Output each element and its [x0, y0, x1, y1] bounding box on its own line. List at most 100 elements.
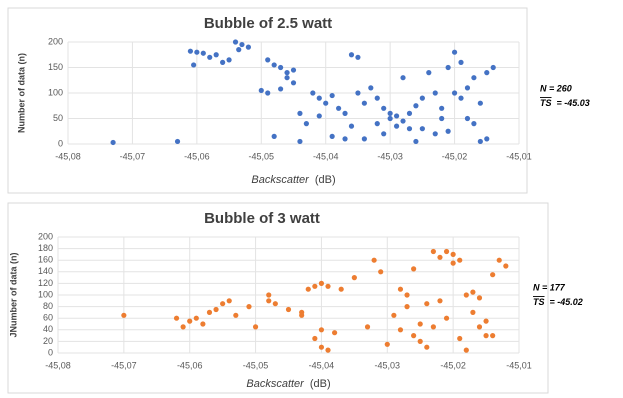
data-point — [297, 138, 303, 145]
data-point — [232, 39, 239, 45]
data-point — [110, 139, 116, 146]
sample-count: N = 260 — [540, 83, 572, 93]
data-point — [381, 131, 387, 137]
data-point — [191, 62, 197, 68]
data-point — [393, 123, 400, 129]
data-point — [290, 67, 297, 73]
x-tick-label: -45,01 — [506, 151, 532, 161]
data-point — [206, 309, 213, 315]
data-point — [457, 257, 463, 263]
data-point — [477, 100, 483, 106]
y-tick-label: 80 — [43, 301, 53, 311]
data-point — [393, 113, 400, 119]
x-axis-label: Backscatter (dB) — [251, 174, 335, 186]
data-point — [323, 100, 329, 106]
data-point — [252, 324, 259, 330]
data-point — [312, 283, 318, 289]
data-point — [318, 344, 325, 350]
data-point — [290, 80, 297, 86]
data-point — [490, 64, 496, 71]
data-point — [266, 292, 272, 298]
data-point — [424, 344, 430, 350]
chart-title: Bubble of 2.5 watt — [204, 15, 332, 32]
data-point — [325, 283, 331, 289]
data-point — [411, 333, 417, 339]
x-axis-label-unit: (dB) — [310, 378, 331, 390]
data-point — [439, 105, 445, 111]
data-point — [316, 113, 322, 119]
data-point — [400, 118, 406, 124]
data-point — [470, 309, 476, 315]
data-point — [391, 312, 397, 318]
data-point — [246, 304, 252, 310]
data-point — [193, 315, 199, 321]
data-point — [342, 110, 348, 116]
x-tick-label: -45,03 — [375, 360, 401, 370]
x-tick-label: -45,06 — [184, 151, 210, 161]
x-tick-label: -45,08 — [55, 151, 81, 161]
data-point — [312, 335, 318, 342]
data-point — [484, 70, 490, 76]
data-point — [430, 248, 436, 255]
data-point — [213, 306, 219, 313]
data-point — [457, 335, 463, 342]
data-point — [445, 128, 451, 134]
data-point — [374, 121, 380, 127]
data-point — [200, 321, 206, 327]
data-point — [463, 292, 469, 298]
y-tick-label: 160 — [38, 255, 53, 265]
data-point — [297, 110, 303, 116]
data-point — [265, 57, 271, 63]
data-point — [180, 324, 186, 330]
data-point — [355, 90, 361, 96]
x-tick-label: -45,05 — [243, 360, 269, 370]
chart-frame — [7, 202, 549, 394]
data-point — [484, 136, 490, 142]
data-point — [445, 64, 451, 71]
data-point — [364, 324, 371, 330]
data-point — [374, 95, 380, 101]
mean-ts-value: = -45.03 — [557, 98, 590, 108]
data-point — [490, 272, 496, 278]
data-point — [397, 327, 404, 333]
data-point — [174, 138, 181, 145]
chart-frame — [7, 7, 528, 194]
data-point — [406, 110, 413, 116]
x-axis-label-name: Backscatter — [246, 378, 305, 390]
x-tick-label: -45,05 — [249, 151, 275, 161]
data-point — [173, 315, 180, 321]
data-point — [406, 126, 413, 132]
data-point — [471, 121, 477, 127]
data-point — [437, 254, 443, 260]
data-point — [187, 48, 194, 54]
data-point — [336, 105, 342, 111]
data-point — [239, 41, 245, 48]
data-point — [471, 75, 477, 81]
data-point — [381, 105, 387, 111]
x-axis-label-name: Backscatter — [251, 174, 310, 186]
data-point — [496, 257, 502, 263]
data-point — [348, 52, 355, 58]
data-point — [411, 266, 417, 272]
data-point — [271, 62, 277, 68]
data-point — [387, 110, 393, 116]
data-point — [318, 327, 325, 333]
data-point — [258, 87, 264, 94]
mean-ts-symbol: TS — [533, 297, 545, 307]
x-tick-label: -45,01 — [506, 360, 532, 370]
data-point — [384, 341, 390, 347]
data-point — [233, 312, 239, 318]
data-point — [278, 86, 284, 92]
data-point — [284, 75, 290, 81]
x-tick-label: -45,08 — [45, 360, 71, 370]
data-point — [463, 347, 469, 353]
data-point — [424, 301, 430, 307]
data-point — [285, 306, 292, 313]
data-point — [284, 70, 290, 76]
x-axis-label: Backscatter (dB) — [246, 378, 330, 390]
data-point — [220, 301, 226, 307]
data-point — [226, 298, 232, 304]
data-point — [450, 260, 456, 266]
data-point — [348, 123, 355, 129]
